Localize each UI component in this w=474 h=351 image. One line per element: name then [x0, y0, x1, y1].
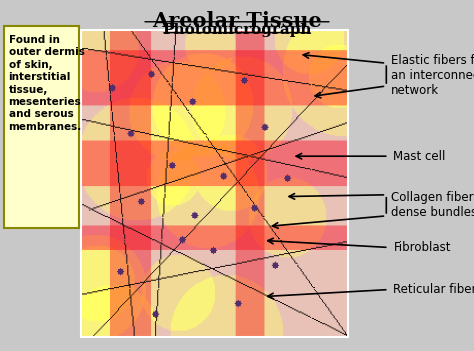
Text: Elastic fibers form
an interconnecting
network: Elastic fibers form an interconnecting n…: [391, 54, 474, 97]
Text: Collagen fibers form
dense bundles: Collagen fibers form dense bundles: [391, 191, 474, 219]
Text: Found in
outer dermis
of skin,
interstitial
tissue,
mesenteries
and serous
membr: Found in outer dermis of skin, interstit…: [9, 35, 84, 132]
Bar: [81, 30, 348, 337]
Text: Reticular fibers: Reticular fibers: [393, 283, 474, 296]
Text: Photomicrograph: Photomicrograph: [162, 23, 312, 37]
Text: Fibroblast: Fibroblast: [393, 241, 451, 254]
Text: Mast cell: Mast cell: [393, 150, 446, 163]
Text: Areolar Tissue: Areolar Tissue: [152, 11, 322, 31]
FancyBboxPatch shape: [4, 26, 79, 228]
